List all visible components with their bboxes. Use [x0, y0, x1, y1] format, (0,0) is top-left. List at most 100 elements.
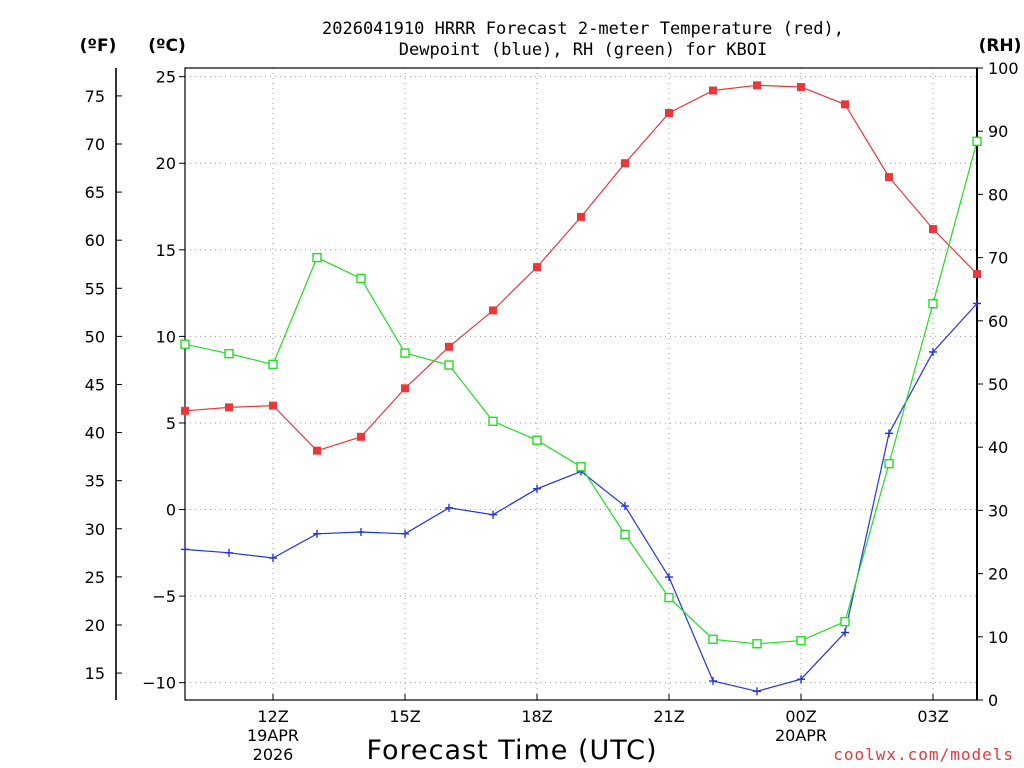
x-tick-label-0-0: 12Z: [257, 707, 288, 726]
fahrenheit-tick-label-9: 30: [85, 520, 105, 539]
fahrenheit-tick-label-6: 45: [85, 375, 105, 394]
x-tick-label-3-0: 21Z: [653, 707, 684, 726]
fahrenheit-unit-label: (ºF): [80, 36, 117, 56]
rh-unit-label: (RH): [979, 36, 1022, 56]
x-tick-label-1-0: 15Z: [389, 707, 420, 726]
x-tick-label-5-0: 03Z: [917, 707, 948, 726]
celsius-tick-label-7: −10: [142, 674, 176, 693]
x-tick-label-2-0: 18Z: [521, 707, 552, 726]
rh-point-16: [884, 458, 894, 469]
fahrenheit-tick-label-5: 50: [85, 327, 105, 346]
temperature-point-3: [313, 446, 321, 455]
dewpoint-point-17: [929, 347, 937, 356]
dewpoint-point-8: [533, 484, 541, 493]
temperature-point-1: [225, 403, 233, 412]
temperature-point-8: [533, 263, 541, 272]
celsius-tick-label-3: 10: [156, 327, 176, 346]
temperature-point-15: [841, 100, 849, 109]
rh-point-5: [400, 348, 410, 358]
site-credit: coolwx.com/models: [833, 745, 1014, 764]
rh-tick-label-3: 70: [988, 249, 1008, 268]
axes: [115, 67, 983, 701]
dewpoint-point-1: [225, 548, 233, 557]
rh-point-2: [268, 359, 278, 370]
dewpoint-point-15: [841, 628, 849, 637]
temperature-point-17: [929, 225, 937, 234]
temperature-point-13: [753, 81, 761, 90]
temperature-line: [184, 84, 978, 452]
dewpoint-point-0: [181, 545, 189, 554]
celsius-tick-label-0: 25: [156, 68, 176, 87]
dewpoint-point-12: [709, 676, 717, 685]
dewpoint-point-14: [797, 675, 805, 684]
rh-tick-label-10: 0: [988, 691, 998, 710]
rh-tick-label-0: 100: [988, 59, 1019, 78]
temperature-point-4: [357, 432, 365, 441]
fahrenheit-tick-label-7: 40: [85, 424, 105, 443]
dewpoint-point-13: [753, 687, 761, 696]
fahrenheit-tick-label-2: 65: [85, 183, 105, 202]
grid-lines: [185, 68, 977, 700]
rh-point-7: [488, 416, 498, 426]
temperature-point-6: [445, 342, 453, 351]
rh-point-3: [312, 252, 322, 263]
rh-point-0: [180, 339, 190, 349]
rh-point-11: [664, 592, 674, 603]
temperature-point-14: [797, 83, 805, 92]
rh-point-17: [928, 299, 938, 309]
rh-point-18: [972, 136, 982, 147]
fahrenheit-tick-label-4: 55: [85, 279, 105, 298]
x-tick-label-0-1: 19APR: [247, 726, 299, 745]
rh-tick-label-8: 20: [988, 565, 1008, 584]
rh-tick-label-5: 50: [988, 375, 1008, 394]
celsius-tick-label-4: 5: [166, 414, 176, 433]
x-axis-label: Forecast Time (UTC): [366, 735, 657, 766]
celsius-tick-label-2: 15: [156, 241, 176, 260]
rh-tick-label-7: 30: [988, 501, 1008, 520]
celsius-tick-label-6: −5: [152, 587, 176, 606]
temperature-point-9: [577, 212, 585, 221]
temperature-point-10: [621, 159, 629, 168]
dewpoint-point-10: [621, 502, 629, 511]
chart-title-line-1: 2026041910 HRRR Forecast 2-meter Tempera…: [322, 19, 844, 39]
dewpoint-point-16: [885, 429, 893, 438]
dewpoint-line: [184, 303, 978, 692]
rh-point-14: [796, 635, 806, 646]
series-layer: [180, 81, 982, 696]
rh-point-13: [752, 639, 762, 649]
fahrenheit-tick-label-12: 15: [85, 664, 105, 683]
celsius-tick-label-1: 20: [156, 154, 176, 173]
rh-tick-label-2: 80: [988, 185, 1008, 204]
dewpoint-point-18: [973, 299, 981, 308]
temperature-point-7: [489, 306, 497, 315]
dewpoint-point-11: [665, 573, 673, 582]
rh-point-12: [708, 634, 718, 645]
temperature-point-16: [885, 173, 893, 182]
rh-tick-label-9: 10: [988, 628, 1008, 647]
fahrenheit-tick-label-8: 35: [85, 472, 105, 491]
x-tick-label-4-1: 20APR: [775, 726, 827, 745]
fahrenheit-tick-label-3: 60: [85, 231, 105, 250]
dewpoint-point-2: [269, 554, 277, 563]
celsius-unit-label: (ºC): [148, 36, 186, 56]
rh-point-9: [576, 462, 586, 472]
rh-point-6: [444, 360, 454, 370]
dewpoint-point-4: [357, 528, 365, 537]
x-tick-label-0-2: 2026: [253, 745, 294, 764]
rh-tick-label-1: 90: [988, 122, 1008, 141]
fahrenheit-tick-label-1: 70: [85, 135, 105, 154]
temperature-point-2: [269, 401, 277, 410]
dewpoint-point-7: [489, 510, 497, 519]
temperature-point-0: [181, 406, 189, 415]
rh-tick-label-6: 40: [988, 438, 1008, 457]
temperature-point-11: [665, 109, 673, 118]
rh-point-10: [620, 529, 630, 540]
x-tick-label-4-0: 00Z: [785, 707, 816, 726]
temperature-point-18: [973, 270, 981, 279]
rh-point-1: [224, 348, 234, 359]
fahrenheit-tick-label-10: 25: [85, 568, 105, 587]
tick-labels: 2520151050−5−107570656055504540353025201…: [85, 59, 1019, 764]
dewpoint-point-3: [313, 529, 321, 538]
temperature-point-5: [401, 384, 409, 393]
